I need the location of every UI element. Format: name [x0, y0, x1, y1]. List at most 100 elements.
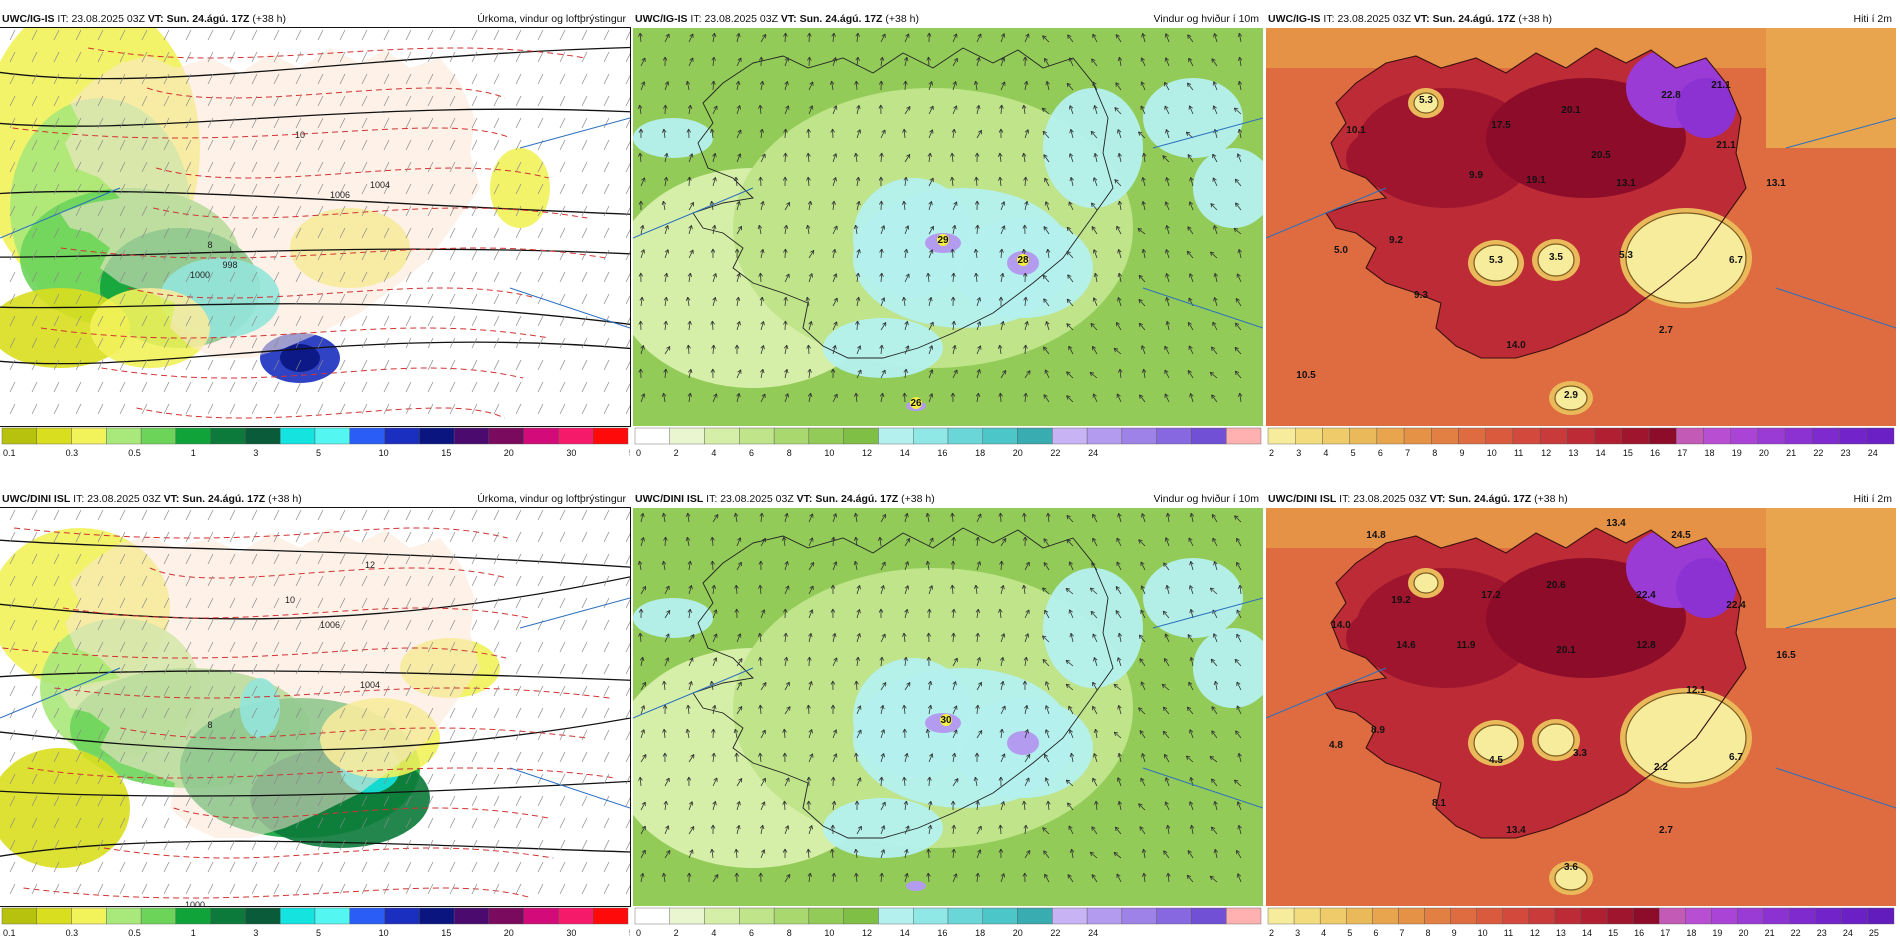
colorbar-swatch [1812, 427, 1840, 445]
colorbar-tick-label: 0 [636, 448, 641, 458]
vt-value: Sun. 24.ágú. 17Z [799, 13, 883, 25]
model-name: UWC/DINI ISL [2, 493, 71, 505]
map-value-label: 28 [1017, 255, 1029, 266]
colorbar-tick-label: 0.5 [128, 928, 141, 938]
colorbar-tick-label: 5 [1351, 448, 1356, 458]
colorbar-tick-label: 23 [1817, 928, 1827, 938]
colorbar-swatch [71, 427, 107, 445]
colorbar-swatch [773, 427, 810, 445]
colorbar-swatch [1815, 907, 1843, 925]
colorbar-tick-label: 12 [1530, 928, 1540, 938]
gust-marker [940, 714, 952, 726]
colorbar-tick-label: 4 [1323, 448, 1328, 458]
map-value-label: 12 [365, 560, 375, 570]
map-value-label: 22.8 [1661, 90, 1681, 101]
gust-marker [937, 234, 949, 246]
legend-colorbar: 2 3 4 5 6 7 8 9 10 11 12 13 14 15 16 17 18 19 20 21 22 23 24 [1266, 426, 1896, 460]
colorbar-tick-label: 10 [824, 448, 834, 458]
colorbar-tick-label: 8 [1426, 928, 1431, 938]
colorbar-tick-label: 2 [1269, 928, 1274, 938]
colorbar-tick-label: 4 [1321, 928, 1326, 938]
colorbar-tick-label: 10 [824, 928, 834, 938]
map-canvas: 29 28 26 [633, 28, 1263, 426]
colorbar-swatch [71, 907, 107, 925]
colorbar-tick-label: 19 [1732, 448, 1742, 458]
colorbar-swatch [106, 907, 142, 925]
colorbar-swatch [384, 907, 420, 925]
colorbar-swatch [913, 907, 949, 925]
map-value-label: 14.8 [1366, 530, 1386, 541]
colorbar-swatch [210, 907, 246, 925]
map-value-label: 21.1 [1711, 80, 1731, 91]
colorbar-swatch [1528, 907, 1556, 925]
colorbar-tick-label: 6 [749, 448, 754, 458]
colorbar-tick-label: 0.3 [66, 448, 79, 458]
map-value-label: 2.7 [1659, 325, 1673, 336]
forecast-map: 998 1000 1004 1006 10 8 L [0, 27, 631, 427]
colorbar-tick-label: 18 [975, 448, 985, 458]
colorbar-swatch [1685, 907, 1712, 925]
colorbar-swatch [1376, 427, 1405, 445]
colorbar-swatch [1017, 427, 1053, 445]
map-value-label: 2.2 [1654, 762, 1668, 773]
colorbar-swatch [1424, 907, 1451, 925]
colorbar-tick-label: 2 [1269, 448, 1274, 458]
it-label: IT: [73, 493, 85, 505]
lead-time: (+38 h) [1518, 13, 1552, 25]
colorbar-tick-label: 20 [1013, 928, 1023, 938]
map-value-label: 5.3 [1489, 255, 1503, 266]
colorbar-swatch [488, 427, 524, 445]
colorbar-swatch [558, 427, 594, 445]
map-value-label: 1004 [370, 180, 390, 190]
colorbar-swatch [878, 427, 914, 445]
colorbar-swatch [704, 427, 740, 445]
map-canvas: 14.8 13.4 24.5 19.2 17.2 20.6 22.4 22.4 14.0 14.6… [1266, 508, 1896, 906]
colorbar-swatch [140, 907, 177, 925]
colorbar-tick-label: 8 [787, 448, 792, 458]
map-value-label: 3.5 [1549, 252, 1563, 263]
colorbar-tick-label: 4 [711, 928, 716, 938]
colorbar-swatch [913, 427, 949, 445]
colorbar-swatch [1450, 907, 1477, 925]
it-value: 23.08.2025 03Z [720, 493, 794, 505]
colorbar-swatch [1606, 907, 1634, 925]
panel-header: UWC/DINI ISL IT: 23.08.2025 03Z VT: Sun.… [633, 490, 1263, 508]
colorbar-tick-label: 20 [504, 928, 514, 938]
map-value-label: 8.9 [1371, 725, 1385, 736]
vt-value: Sun. 24.ágú. 17Z [182, 493, 266, 505]
colorbar-tick-label: 17 [1660, 928, 1670, 938]
map-value-label: 9.3 [1414, 290, 1428, 301]
colorbar-tick-label: 10 [379, 448, 389, 458]
vt-label: VT: [163, 493, 180, 505]
colorbar-swatch [1319, 907, 1347, 925]
colorbar-swatch [1267, 907, 1295, 925]
colorbar-swatch [1086, 427, 1123, 445]
map-value-label: 20.5 [1591, 150, 1611, 161]
map-canvas: 998 1000 1004 1006 10 8 L [0, 28, 630, 426]
map-value-label: 22.4 [1726, 600, 1746, 611]
it-label: IT: [1323, 13, 1335, 25]
run-info: UWC/DINI ISL IT: 23.08.2025 03Z VT: Sun.… [2, 490, 302, 508]
panel-ig-temp: UWC/IG-IS IT: 23.08.2025 03Z VT: Sun. 24… [1266, 10, 1896, 470]
colorbar-tick-label: 0.3 [66, 928, 79, 938]
map-value-label: 10 [295, 130, 305, 140]
colorbar-tick-label: 2 [674, 928, 679, 938]
panel-ig-precip: UWC/IG-IS IT: 23.08.2025 03Z VT: Sun. 24… [0, 10, 639, 470]
vt-value: Sun. 24.ágú. 17Z [815, 493, 899, 505]
map-value-label: 998 [222, 260, 237, 270]
colorbar-tick-label: 50 [629, 928, 630, 938]
colorbar-tick-label: 3 [253, 928, 258, 938]
colorbar-tick-label: 25 [1869, 928, 1879, 938]
colorbar-tick-label: 16 [1650, 448, 1660, 458]
map-title: Hiti í 2m [1853, 13, 1892, 25]
map-title: Hiti í 2m [1853, 493, 1892, 505]
map-value-label: 21.1 [1716, 140, 1736, 151]
colorbar-tick-label: 17 [1677, 448, 1687, 458]
colorbar-tick-label: 15 [1608, 928, 1618, 938]
colorbar-swatch [593, 427, 629, 445]
colorbar-tick-label: 1 [191, 928, 196, 938]
colorbar-swatch [1267, 427, 1296, 445]
colorbar-swatch [314, 427, 350, 445]
colorbar-swatch [1703, 427, 1731, 445]
vt-label: VT: [147, 13, 164, 25]
